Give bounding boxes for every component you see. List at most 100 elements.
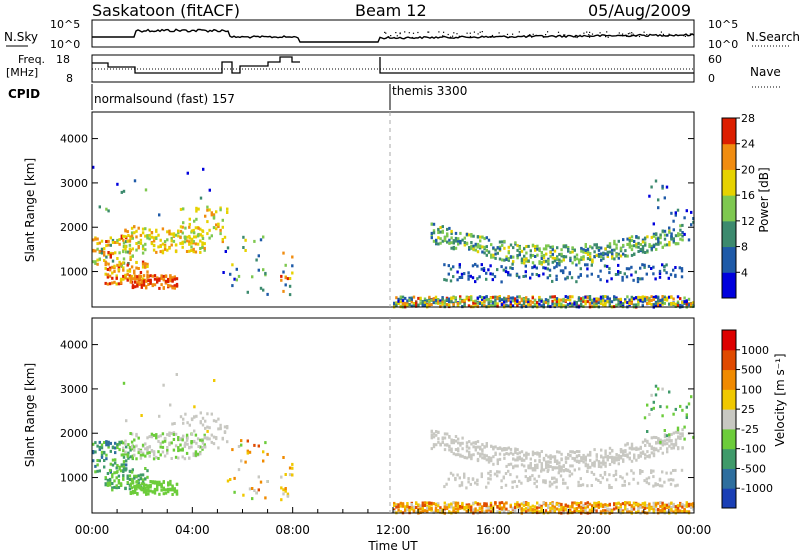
velocity-cell [98,459,101,463]
power-cell [113,266,116,270]
power-cell [692,301,695,305]
power-cell [107,262,110,266]
velocity-cell [551,455,554,459]
power-cell [210,234,213,238]
nsearch-dot [599,32,601,34]
velocity-cell [502,475,505,479]
nsearch-dot [490,36,492,38]
velocity-cell [98,447,101,451]
power-cell [127,234,130,237]
velocity-cell [610,509,614,513]
power-cell [534,255,537,258]
nsearch-dot [408,32,410,34]
colorbar-segment [722,468,736,489]
power-cell [637,241,640,245]
power-cell [139,238,143,242]
velocity-cell [643,416,647,420]
power-cell [115,276,118,280]
velocity-cell [117,481,121,485]
velocity-cell [569,505,572,509]
velocity-cell [586,501,589,505]
power-cell [573,258,576,262]
velocity-cell [430,447,433,451]
velocity-cell [505,464,508,468]
power-cell [646,296,649,300]
power-cell [580,299,583,303]
power-cell [201,246,204,249]
velocity-cell [692,507,695,511]
velocity-cell [489,501,493,505]
velocity-cell [280,498,283,502]
power-cell [117,268,121,272]
velocity-cell [490,459,493,463]
velocity-cell [679,404,682,408]
velocity-cell [535,479,538,483]
velocity-cell [131,456,134,460]
velocity-cell [514,458,517,462]
colorbar-segment [722,246,736,273]
colorbar-segment [722,448,736,469]
velocity-cell [430,508,433,512]
velocity-cell [582,510,585,514]
velocity-cell [604,452,607,456]
velocity-cell [489,470,492,473]
power-cell [122,274,125,278]
nsearch-dot [544,36,546,38]
power-cell [280,274,283,278]
velocity-cell [485,444,488,448]
velocity-cell [160,488,163,492]
velocity-cell [560,458,563,462]
power-cell [511,267,514,270]
power-cell [584,251,587,255]
velocity-cell [496,470,499,474]
velocity-cell [129,490,132,494]
velocity-cell [626,510,629,514]
power-cell [122,268,125,272]
power-cell [472,247,475,251]
velocity-cell [633,454,636,458]
velocity-cell [395,505,398,509]
power-cell [428,300,431,304]
x-tick-label: 00:00 [75,523,110,537]
power-cell [450,232,453,235]
velocity-cell [650,469,653,473]
power-cell [516,254,519,258]
velocity-cell [280,486,283,490]
power-cell [229,272,232,276]
velocity-cell [560,508,563,511]
power-cell [192,240,195,243]
power-cell [509,303,512,307]
power-cell [128,269,132,273]
velocity-cell [194,452,198,456]
velocity-cell [504,472,508,475]
velocity-cell [201,439,204,443]
velocity-cell [262,459,265,463]
power-cell [457,242,460,246]
velocity-cell [657,437,660,441]
power-cell [582,255,585,259]
velocity-cell [441,441,444,444]
velocity-cell [472,453,475,457]
velocity-cell [169,479,172,483]
velocity-cell [531,453,535,457]
velocity-cell [567,453,570,457]
velocity-cell [646,504,649,508]
nsearch-dot [532,33,534,35]
velocity-cell [608,455,612,459]
power-cell [584,249,587,252]
power-cell [262,288,265,292]
power-cell [233,277,236,281]
power-cell [458,263,461,267]
power-cell [504,270,508,274]
velocity-cell [584,455,587,459]
velocity-cell [127,456,130,460]
velocity-cell [194,453,198,457]
velocity-cell [166,448,169,452]
power-cell [586,253,590,256]
power-cell [500,280,503,284]
nsearch-dot [479,31,481,33]
velocity-cell [445,482,448,486]
velocity-cell [133,476,136,480]
velocity-cell [148,454,151,458]
velocity-cell [573,457,576,461]
